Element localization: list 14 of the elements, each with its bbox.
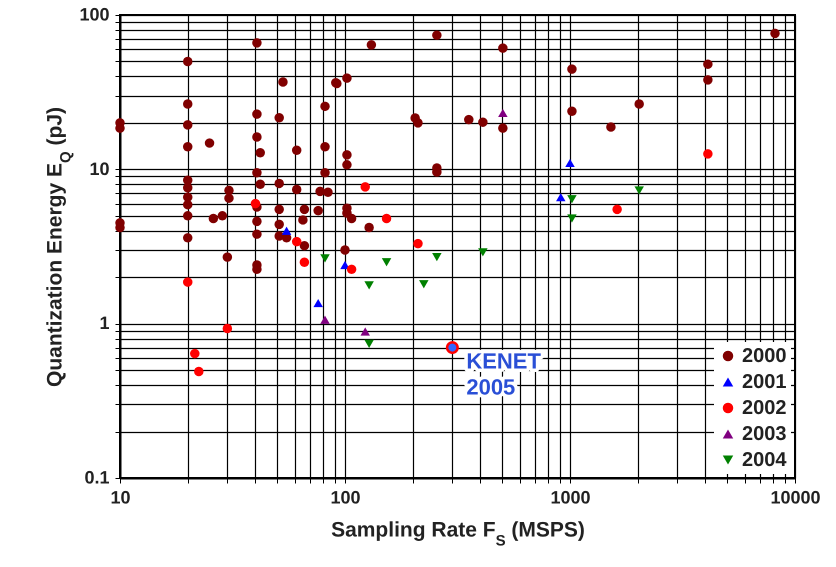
legend-label: 2000 [742, 345, 786, 367]
legend-label: 2004 [742, 449, 788, 471]
y-tick-label: 10 [89, 158, 110, 179]
x-tick-label: 100 [330, 488, 361, 508]
x-tick-label: 10000 [770, 488, 821, 508]
x-axis-title: Sampling Rate F$_{S}$ (MSPS) [331, 518, 585, 549]
legend-label: 2002 [742, 397, 786, 419]
x-tick-label: 1000 [550, 488, 591, 508]
legend-label: 2003 [742, 423, 786, 445]
y-tick-label: 0.1 [84, 468, 110, 488]
x-tick-label: 10 [110, 488, 131, 508]
y-tick-label: 100 [79, 4, 110, 24]
legend-label: 2001 [742, 371, 786, 393]
y-tick-label: 1 [99, 313, 110, 334]
